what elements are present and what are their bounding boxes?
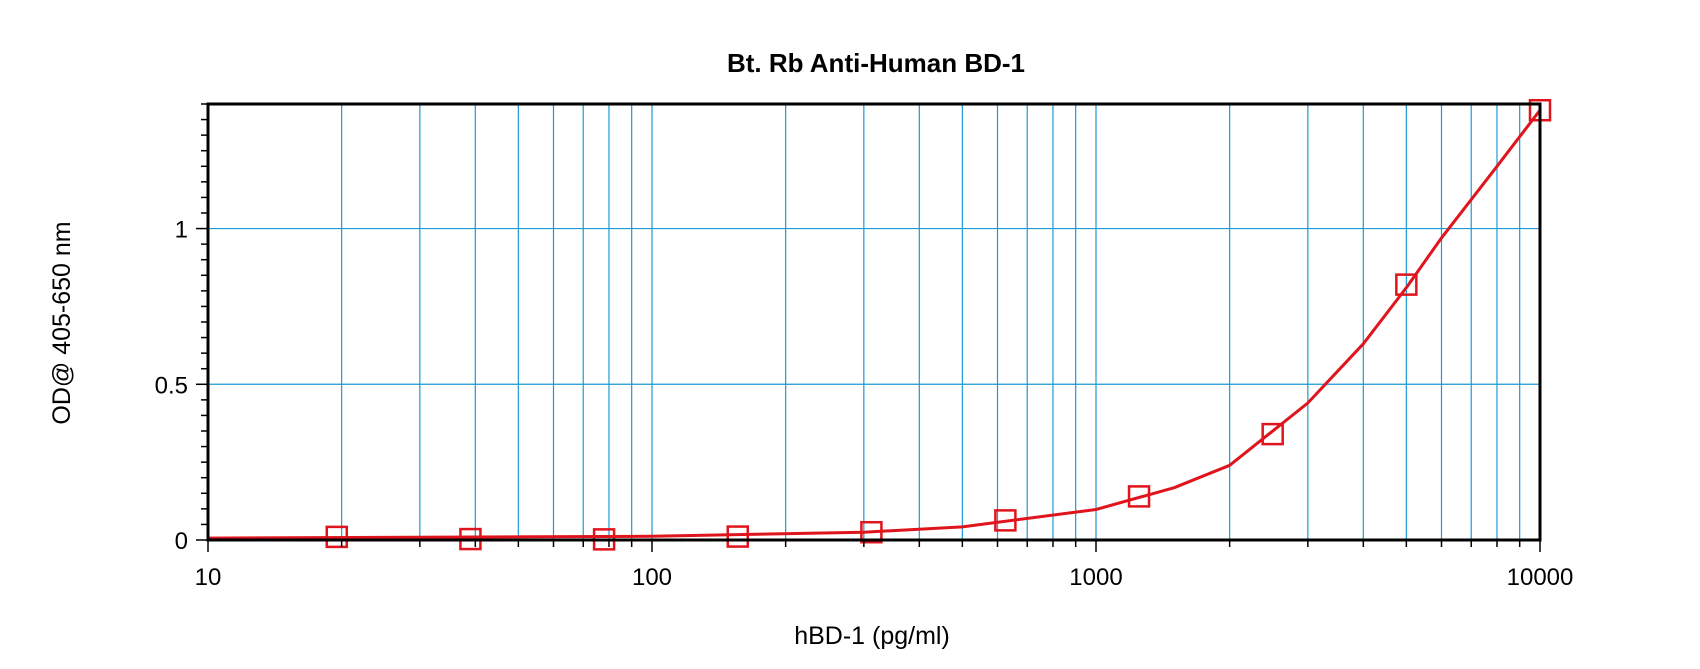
data-point: [325, 525, 349, 549]
data-point: [726, 525, 749, 548]
data-point: [1395, 273, 1418, 296]
data-points: [325, 98, 1552, 551]
plot-frame: [206, 102, 1542, 542]
data-point: [994, 509, 1017, 532]
x-tick-label: 1000: [1069, 564, 1122, 591]
y-axis: 00.51: [155, 103, 208, 555]
data-point: [1127, 485, 1151, 508]
x-tick-label: 100: [632, 564, 672, 591]
y-tick-label: 1: [175, 217, 188, 244]
x-axis-label: hBD-1 (pg/ml): [794, 622, 950, 650]
x-axis: 10 100 1000 10000: [195, 540, 1574, 591]
fit-curve: [207, 109, 1542, 540]
y-tick-label: 0.5: [155, 372, 188, 399]
y-axis-label: OD@ 405-650 nm: [48, 221, 76, 424]
x-tick-label: 10: [195, 564, 222, 591]
data-point: [860, 520, 883, 544]
fit-curve-layer: [207, 109, 1542, 540]
data-point: [1261, 422, 1284, 446]
x-tick-label: 10000: [1507, 564, 1574, 591]
y-tick-label: 0: [175, 528, 188, 555]
chart-title: Bt. Rb Anti-Human BD-1: [727, 48, 1025, 78]
grid: [208, 104, 1540, 540]
